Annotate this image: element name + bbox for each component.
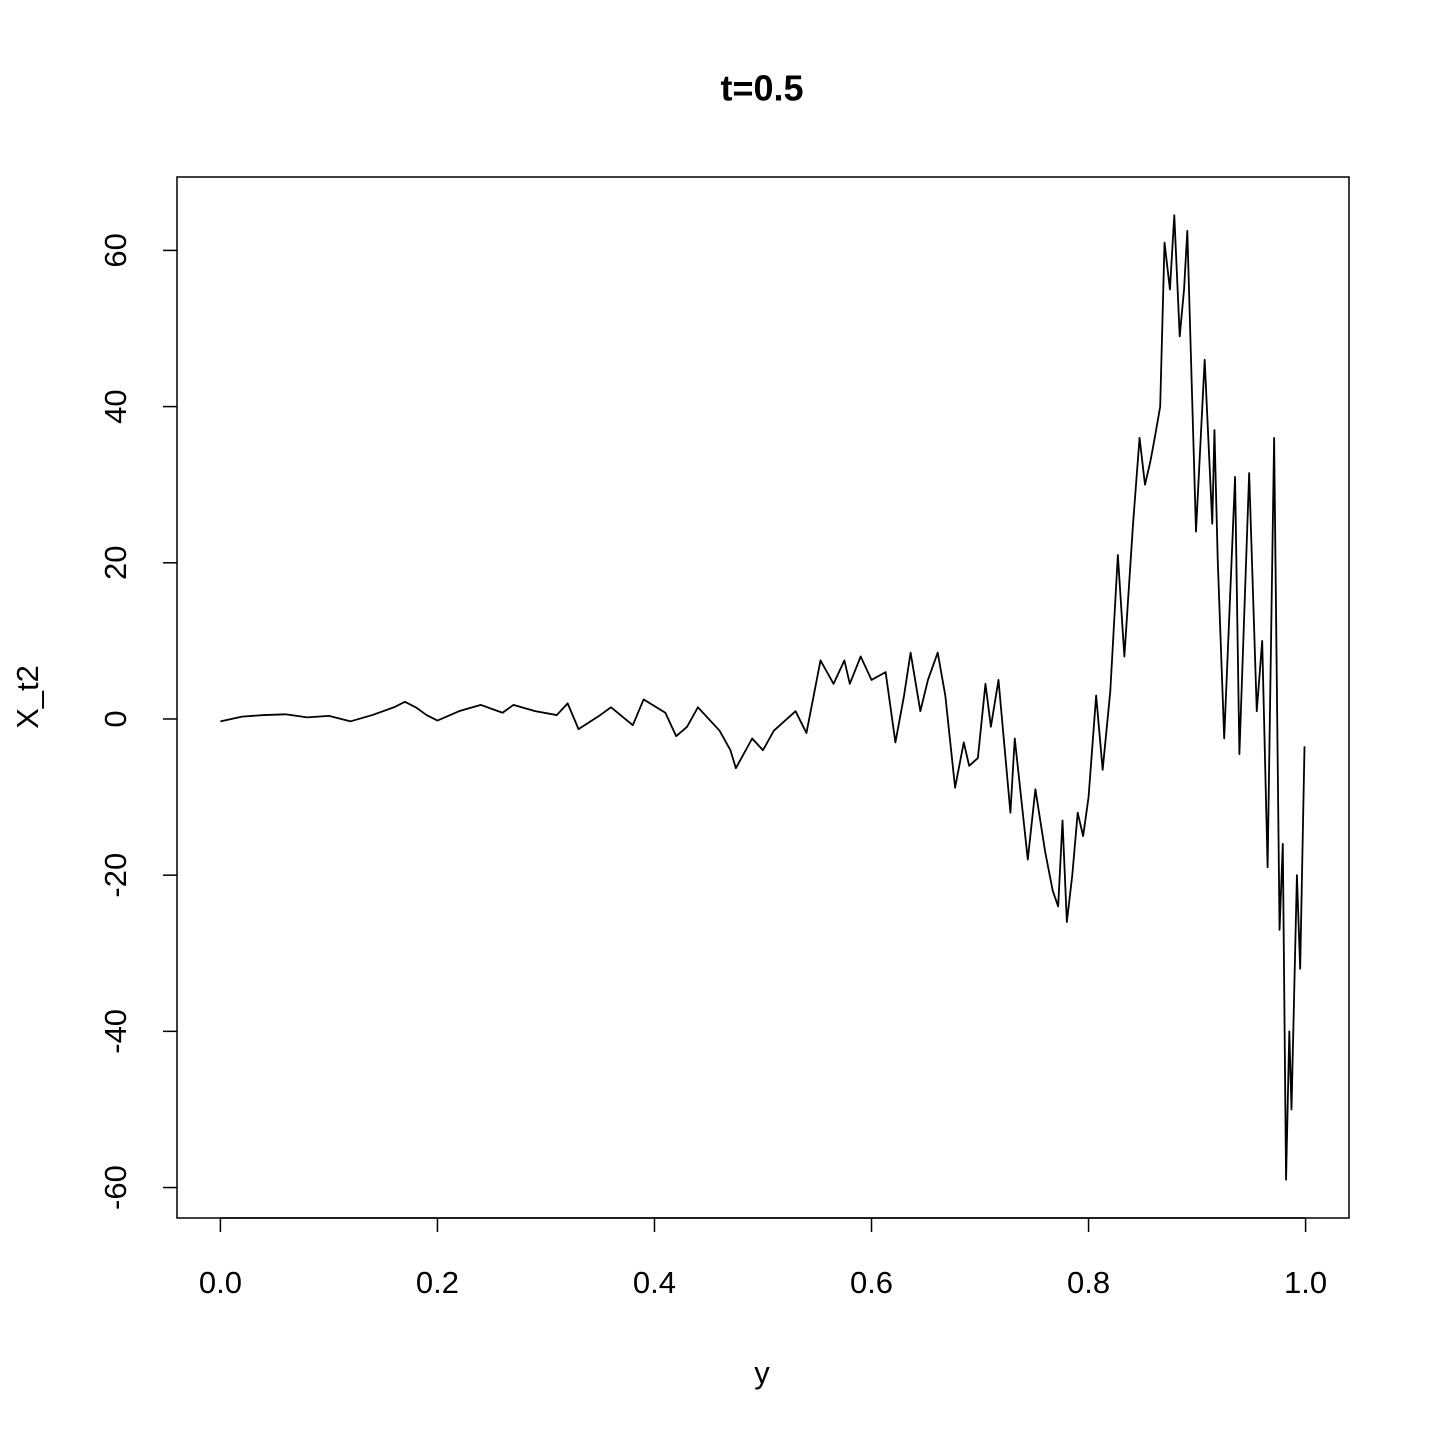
x-tick-label: 0.2	[416, 1265, 459, 1300]
y-tick-label: -40	[98, 1009, 133, 1054]
x-tick-label: 0.6	[850, 1265, 893, 1300]
y-tick-label: 0	[98, 710, 133, 727]
data-line	[220, 214, 1306, 1181]
x-tick-label: 0.0	[199, 1265, 242, 1300]
y-tick-label: 60	[98, 233, 133, 267]
y-tick-label: 40	[98, 389, 133, 423]
x-tick-label: 1.0	[1284, 1265, 1327, 1300]
x-axis-label: y	[754, 1355, 770, 1390]
y-axis-label: X_t2	[10, 665, 45, 729]
y-tick-label: -20	[98, 853, 133, 898]
x-tick-label: 0.8	[1067, 1265, 1110, 1300]
chart-title: t=0.5	[720, 68, 803, 109]
y-tick-label: 20	[98, 546, 133, 580]
y-tick-label: -60	[98, 1165, 133, 1210]
x-tick-label: 0.4	[633, 1265, 676, 1300]
